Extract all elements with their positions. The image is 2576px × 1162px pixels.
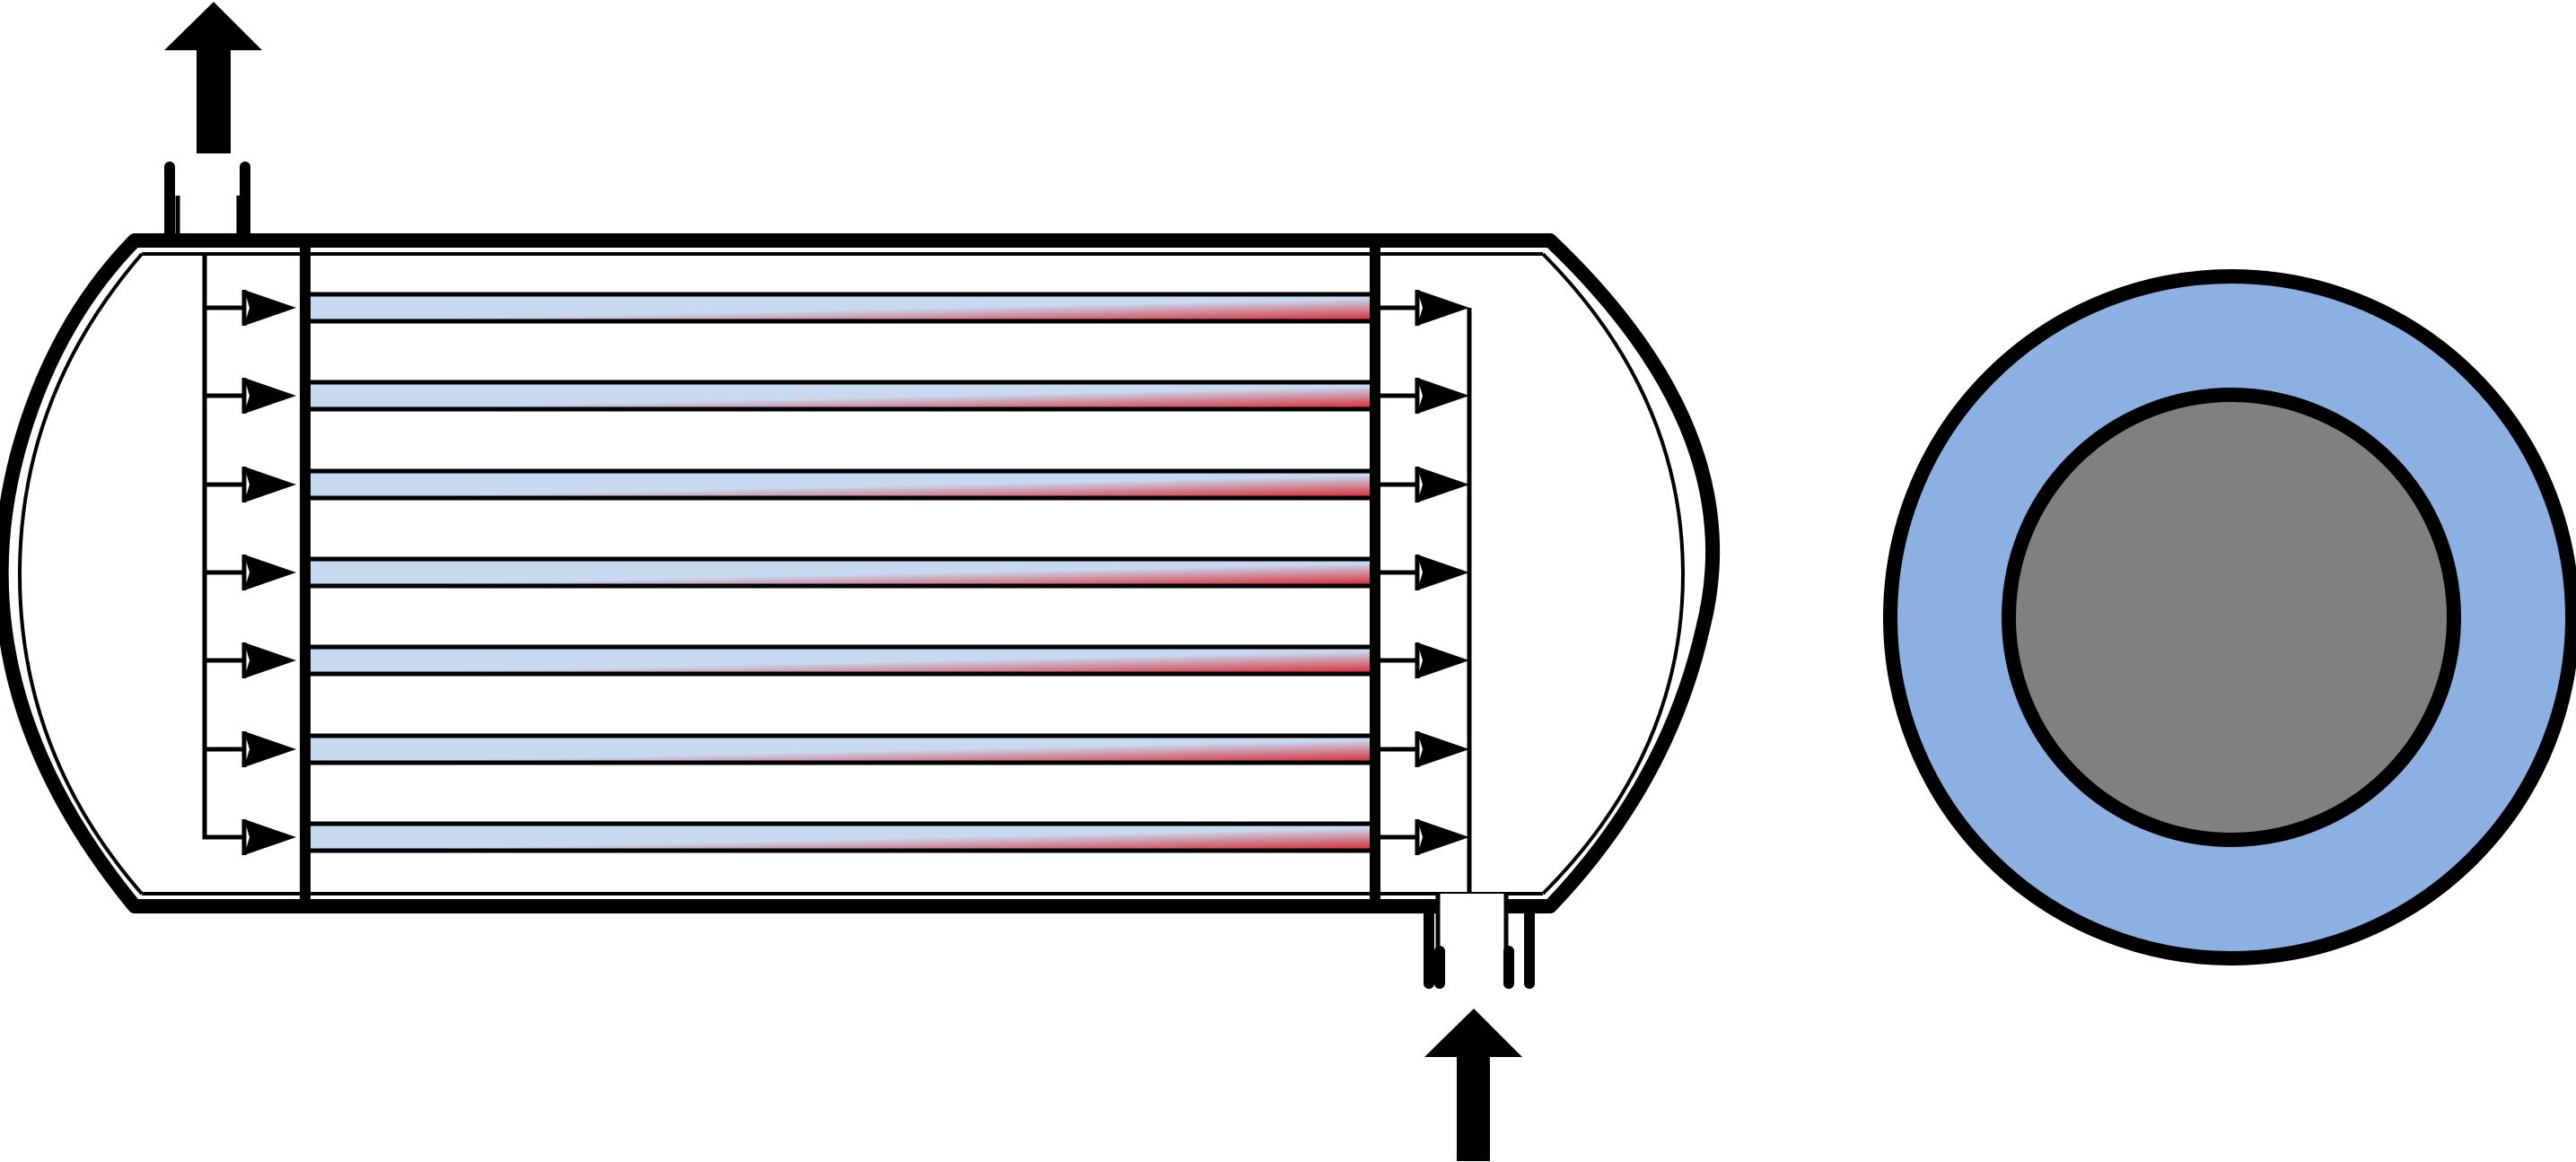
inlet-manifold-arrow-icon [206, 555, 296, 590]
heat-tube [311, 380, 1370, 412]
tube-cross-section [1883, 269, 2576, 965]
tube-fill [311, 826, 1370, 849]
tube-bundle [311, 292, 1370, 853]
outlet-manifold-arrow-icon [1380, 378, 1469, 414]
heat-tube [311, 556, 1370, 589]
heat-tube [311, 644, 1370, 677]
outlet-manifold-arrow-icon [1380, 642, 1469, 678]
manifold-flow-arrows [206, 290, 1469, 855]
inlet-manifold-arrow-icon [206, 378, 296, 414]
inlet-manifold-arrow-icon [206, 467, 296, 502]
tube-fill [311, 561, 1370, 584]
inlet-flow-arrow-icon [1424, 1009, 1522, 1161]
outlet-manifold-arrow-icon [1380, 467, 1469, 502]
inner-core [2002, 388, 2461, 847]
tube-fill [311, 473, 1370, 496]
tube-fill [311, 296, 1370, 319]
inlet-manifold-arrow-icon [206, 819, 296, 855]
bottom-nozzle [1424, 894, 1535, 989]
heat-tube [311, 821, 1370, 853]
inlet-manifold-arrow-icon [206, 731, 296, 767]
heat-tube [311, 733, 1370, 765]
top-nozzle [164, 162, 250, 253]
tube-fill [311, 649, 1370, 672]
inlet-manifold-arrow-icon [206, 290, 296, 326]
heat-tube [311, 468, 1370, 501]
tube-sheets [300, 248, 1380, 900]
outlet-manifold-arrow-icon [1380, 290, 1469, 326]
outlet-flow-arrow-icon [164, 2, 262, 153]
inlet-manifold-arrow-icon [206, 642, 296, 678]
outlet-manifold-arrow-icon [1380, 555, 1469, 590]
tube-fill [311, 384, 1370, 407]
heat-tube [311, 292, 1370, 324]
outlet-manifold-arrow-icon [1380, 819, 1469, 855]
outlet-manifold-arrow-icon [1380, 731, 1469, 767]
shell-inner-lines [17, 252, 1686, 896]
tube-fill [311, 738, 1370, 761]
